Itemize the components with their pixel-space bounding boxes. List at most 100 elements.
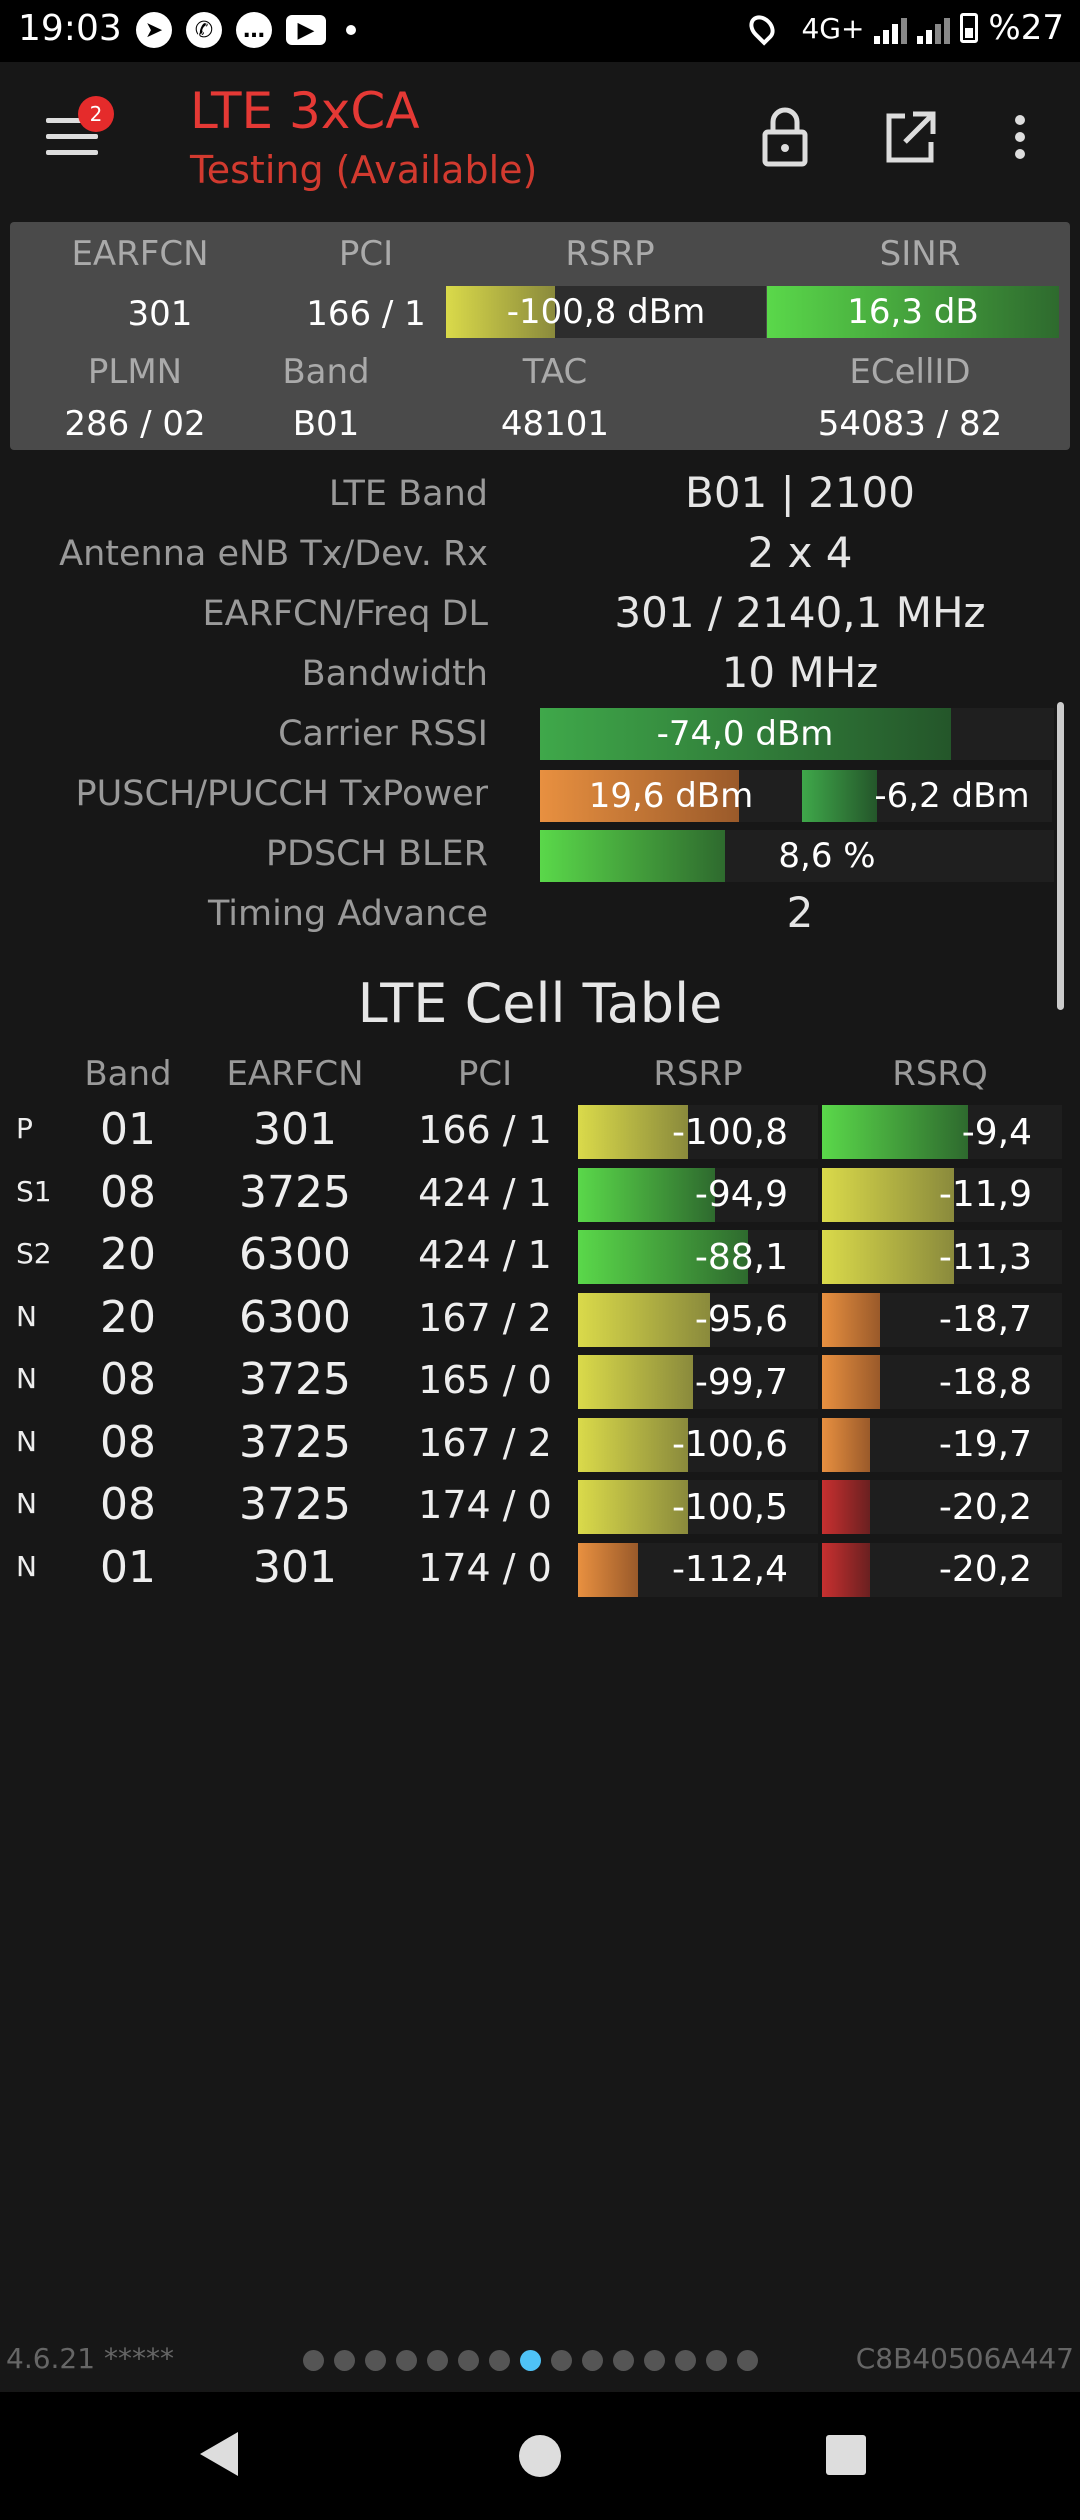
tac-label: TAC (522, 352, 588, 392)
page-dot[interactable] (489, 2350, 510, 2371)
page-dot[interactable] (458, 2350, 479, 2371)
network-type: 4G+ (801, 11, 865, 45)
pci-value: 166 / 1 (306, 294, 426, 334)
txpower-label: PUSCH/PUCCH TxPower (75, 774, 488, 814)
pusch-value: 19,6 dBm (588, 776, 754, 816)
cell-type: S2 (16, 1237, 52, 1270)
recents-icon[interactable] (826, 2435, 866, 2475)
status-time: 19:03 (18, 8, 122, 49)
battery-icon (960, 13, 979, 43)
carrier-rssi-bar: -74,0 dBm (540, 708, 1054, 760)
plmn-label: PLMN (87, 352, 183, 392)
cell-band: 08 (100, 1416, 156, 1468)
earfcn-label: EARFCN (71, 234, 209, 274)
page-dot[interactable] (582, 2350, 603, 2371)
home-icon[interactable] (519, 2435, 561, 2477)
table-row[interactable]: S1 08 3725 424 / 1 -94,9 -11,9 (0, 1163, 1080, 1225)
youtube-icon: ▶ (286, 15, 326, 45)
table-row[interactable]: N 20 6300 167 / 2 -95,6 -18,7 (0, 1288, 1080, 1350)
cell-rsrp-value: -100,8 (671, 1111, 788, 1153)
page-dot[interactable] (520, 2350, 541, 2371)
cell-type: P (16, 1112, 33, 1145)
cell-earfcn: 6300 (239, 1291, 351, 1343)
lock-icon[interactable] (750, 102, 820, 172)
page-dot[interactable] (303, 2350, 324, 2371)
back-icon[interactable] (200, 2432, 238, 2476)
page-indicator[interactable] (303, 2350, 758, 2371)
cell-rsrp-bar: -100,8 (578, 1105, 818, 1159)
lte-band-label: LTE Band (328, 474, 488, 514)
table-row[interactable]: P 01 301 166 / 1 -100,8 -9,4 (0, 1100, 1080, 1162)
page-dot[interactable] (706, 2350, 727, 2371)
menu-button[interactable] (46, 118, 100, 158)
lte-band-value: B01 | 2100 (685, 468, 915, 517)
page-dot[interactable] (427, 2350, 448, 2371)
notification-dot-icon (346, 25, 356, 35)
cell-earfcn: 3725 (239, 1479, 351, 1530)
page-dot[interactable] (396, 2350, 417, 2371)
table-row[interactable]: N 08 3725 174 / 0 -100,5 -20,2 (0, 1475, 1080, 1537)
open-external-icon[interactable] (875, 102, 945, 172)
page-dot[interactable] (644, 2350, 665, 2371)
battery-level: %27 (988, 8, 1064, 48)
table-row[interactable]: S2 20 6300 424 / 1 -88,1 -11,3 (0, 1225, 1080, 1287)
cell-rsrq-fill (822, 1417, 870, 1472)
page-dot[interactable] (365, 2350, 386, 2371)
cell-earfcn: 6300 (239, 1229, 351, 1280)
table-row[interactable]: N 01 301 174 / 0 -112,4 -20,2 (0, 1538, 1080, 1600)
cell-rsrp-bar: -100,6 (578, 1417, 818, 1472)
earfcn-value: 301 (127, 294, 193, 334)
antenna-value: 2 x 4 (747, 528, 853, 577)
earfcn-freq-label: EARFCN/Freq DL (202, 594, 488, 634)
pucch-bar: -6,2 dBm (802, 770, 1052, 822)
table-row[interactable]: N 08 3725 165 / 0 -99,7 -18,8 (0, 1350, 1080, 1412)
cell-rsrq-value: -20,2 (938, 1549, 1032, 1590)
plmn-value: 286 / 02 (64, 404, 206, 444)
sinr-bar-fill (767, 286, 1059, 338)
app-title: LTE 3xCA (190, 82, 420, 140)
device-id: C8B40506A447 (855, 2342, 1074, 2375)
cell-rsrq-fill (822, 1292, 880, 1347)
sinr-bar: 16,3 dB (767, 286, 1059, 338)
cell-earfcn: 301 (253, 1541, 337, 1593)
cell-rsrq-value: -18,8 (938, 1361, 1032, 1403)
bandwidth-value: 10 MHz (721, 648, 879, 697)
cell-rsrp-value: -88,1 (694, 1236, 788, 1278)
page-dot[interactable] (737, 2350, 758, 2371)
cell-rsrp-fill (578, 1542, 638, 1597)
cell-earfcn: 301 (253, 1104, 337, 1155)
cell-rsrp-fill (578, 1292, 710, 1347)
timing-advance-value: 2 (786, 888, 814, 937)
table-row[interactable]: N 08 3725 167 / 2 -100,6 -19,7 (0, 1413, 1080, 1475)
cell-rsrp-fill (578, 1417, 689, 1472)
bler-value: 8,6 % (778, 836, 876, 876)
cell-rsrq-value: -20,2 (938, 1486, 1032, 1528)
page-dot[interactable] (334, 2350, 355, 2371)
page-dot[interactable] (551, 2350, 572, 2371)
page-dot[interactable] (613, 2350, 634, 2371)
app-version: 4.6.21 ***** (6, 2342, 174, 2375)
bler-label: PDSCH BLER (265, 834, 488, 874)
cell-band: 20 (100, 1229, 156, 1280)
whatsapp-icon: ✆ (186, 12, 222, 48)
cell-earfcn: 3725 (239, 1416, 351, 1468)
cell-type: N (16, 1424, 37, 1458)
cell-band: 08 (100, 1479, 156, 1530)
cell-rsrq-bar: -20,2 (822, 1542, 1062, 1597)
bler-bar-fill (540, 830, 726, 882)
cell-rsrq-bar: -9,4 (822, 1105, 1062, 1159)
scrollbar[interactable] (1057, 702, 1064, 1010)
page-dot[interactable] (675, 2350, 696, 2371)
tac-value: 48101 (500, 404, 610, 444)
cell-rsrq-fill (822, 1105, 969, 1159)
rsrp-label: RSRP (565, 234, 655, 274)
more-options-icon[interactable] (1000, 102, 1040, 172)
cell-band: 01 (100, 1541, 156, 1593)
cell-rsrp-fill (578, 1355, 694, 1409)
pucch-bar-fill (802, 770, 877, 822)
cell-rsrp-bar: -99,7 (578, 1355, 818, 1409)
cell-rsrp-fill (578, 1105, 689, 1159)
band-label: Band (282, 352, 370, 392)
cell-rsrp-bar: -94,9 (578, 1167, 818, 1222)
earfcn-freq-value: 301 / 2140,1 MHz (614, 588, 986, 637)
